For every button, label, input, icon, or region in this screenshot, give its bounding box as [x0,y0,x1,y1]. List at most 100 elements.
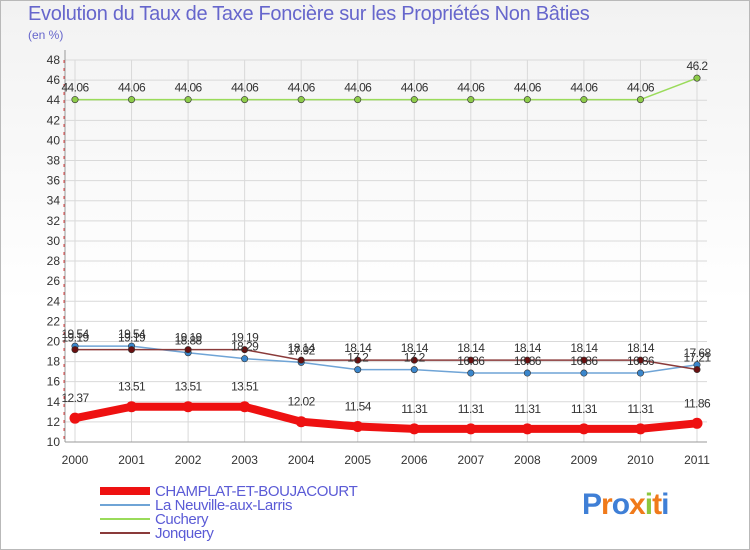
legend-label: La Neuville-aux-Larris [155,497,293,514]
data-label: 16.86 [627,354,655,368]
data-label: 18.29 [231,340,259,354]
y-tick-label: 32 [47,214,61,228]
y-tick-label: 48 [47,53,61,67]
logo-letter: x [629,488,646,521]
data-point [521,423,533,435]
data-point [241,346,249,354]
legend-label: Cuchery [155,511,209,528]
x-tick-label: 2007 [457,453,484,467]
data-label: 18.14 [627,341,655,355]
data-label: 46.2 [687,59,709,73]
data-label: 11.31 [458,402,485,416]
data-label: 17.2 [404,351,426,365]
data-labels: 44.06 44.06 44.06 44.06 44.06 44.06 44.06 44.06… [61,59,712,416]
x-tick-label: 2008 [514,453,541,467]
data-point [467,96,475,104]
legend-label: Jonquery [155,525,214,542]
unit-label: (en %) [28,28,64,42]
y-tick-label: 20 [47,334,61,348]
data-point [636,96,644,104]
y-tick-label: 40 [47,133,61,147]
legend-swatch [100,487,150,495]
data-label: 17.68 [683,346,711,360]
logo-letter: i [661,488,669,521]
data-point [691,417,703,429]
data-point [410,96,418,104]
logo-letter: P [582,488,602,521]
data-label: 16.86 [457,354,485,368]
data-point [297,356,305,364]
y-tick-label: 14 [47,395,61,409]
data-label: 18.14 [401,341,429,355]
data-point [467,369,475,377]
series-line-0 [74,77,698,101]
x-tick-label: 2001 [118,453,145,467]
data-point [354,366,362,374]
x-tick-label: 2011 [684,453,710,467]
data-label: 17.2 [347,351,369,365]
data-point [580,96,588,104]
y-tick-label: 36 [47,174,61,188]
data-point [184,96,192,104]
data-point [410,366,418,374]
data-label: 16.86 [514,354,542,368]
data-label: 44.06 [61,81,89,95]
data-label: 44.06 [570,81,598,95]
data-point [128,346,136,354]
data-label: 12.02 [288,395,316,409]
y-tick-label: 42 [47,113,61,127]
data-point [352,421,364,433]
series-line-1 [74,345,698,374]
data-point [71,96,79,104]
data-point [634,423,646,435]
data-label: 11.54 [345,400,372,414]
y-tick-label: 12 [47,415,61,429]
data-label: 44.06 [175,81,203,95]
data-label: 19.19 [118,331,146,345]
y-tick-label: 22 [47,314,61,328]
data-label: 19.19 [175,331,203,345]
y-tick-label: 44 [47,93,61,107]
data-label: 13.51 [231,380,259,394]
x-tick-label: 2002 [175,453,202,467]
data-label: 11.31 [571,402,598,416]
data-point [239,401,251,413]
data-label: 19.54 [118,327,146,341]
logo-letter: i [644,488,653,521]
legend-swatch [100,518,150,520]
data-label: 11.86 [684,396,711,410]
y-tick-label: 16 [47,375,61,389]
data-point [523,369,531,377]
data-label: 18.14 [514,341,542,355]
data-point [241,96,249,104]
y-tick-label: 18 [47,355,61,369]
data-point [523,356,531,364]
data-point [128,96,136,104]
series-layer [69,74,703,435]
y-tick-label: 24 [47,294,61,308]
y-tick-label: 10 [47,435,61,449]
data-point [693,366,701,374]
data-label: 11.31 [627,402,654,416]
data-label: 12.37 [61,391,89,405]
y-tick-label: 30 [47,234,61,248]
data-label: 18.14 [457,341,485,355]
data-point [71,346,79,354]
data-point [580,369,588,377]
x-tick-label: 2004 [288,453,315,467]
data-label: 13.51 [118,380,146,394]
data-point [636,356,644,364]
data-point [636,369,644,377]
y-tick-label: 34 [47,194,61,208]
data-label: 44.06 [118,81,146,95]
data-point [467,356,475,364]
data-label: 44.06 [231,81,259,95]
data-label: 16.86 [570,354,598,368]
legend-swatch [100,504,150,506]
data-label: 13.51 [175,380,203,394]
grid [65,59,707,443]
x-tick-label: 2009 [571,453,598,467]
data-point [182,401,194,413]
